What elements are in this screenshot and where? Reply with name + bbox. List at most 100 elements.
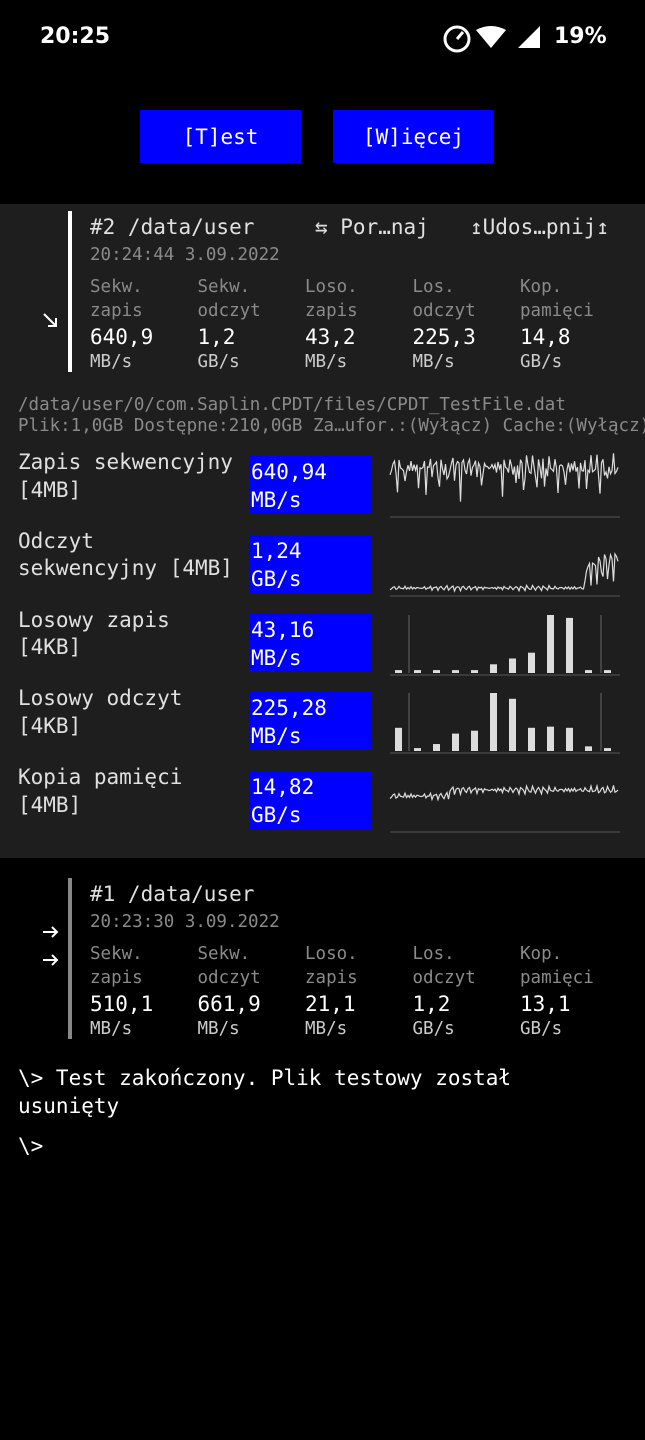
metric-value: 1,2 <box>197 325 236 349</box>
metric-value: 661,9 <box>197 992 261 1016</box>
graph-line <box>389 783 619 802</box>
graph-bar <box>414 748 421 752</box>
metric-unit: MB/s <box>305 352 348 372</box>
test-button[interactable]: [T]est <box>140 110 301 163</box>
metric-value: 21,1 <box>305 992 356 1016</box>
graph-bar <box>433 744 440 752</box>
test-unit: MB/s <box>251 724 302 749</box>
clock: 20:25 <box>40 24 111 49</box>
card-bar <box>68 211 72 372</box>
test-value: 43,16 <box>251 617 315 642</box>
test-graph <box>390 614 620 676</box>
metric-unit: MB/s <box>412 352 455 372</box>
file-path: /data/user/0/com.Saplin.CPDT/files/CPDT_… <box>18 395 566 415</box>
test-graph <box>390 693 620 754</box>
graph-bar <box>509 699 516 752</box>
test-unit: MB/s <box>251 488 302 512</box>
test-name: Zapis sekwencyjny [4MB] <box>18 450 233 502</box>
metric-value: 225,3 <box>412 325 476 349</box>
console-line: \> Test zakończony. Plik testowy został … <box>18 1066 512 1118</box>
test-value: 14,82 <box>251 775 315 800</box>
graph-bar <box>528 652 535 673</box>
test-value: 1,24 <box>251 538 302 563</box>
test-result: 43,16 MB/s <box>250 613 372 672</box>
metric-label: Loso. zapis <box>305 277 358 321</box>
metric-label: Sekw. zapis <box>90 944 143 988</box>
test-unit: GB/s <box>251 566 302 591</box>
metric-unit: MB/s <box>305 1019 348 1039</box>
graph-bar <box>490 663 497 673</box>
file-info: Plik:1,0GB Dostępne:210,0GB Za…ufor.:(Wy… <box>18 416 645 436</box>
graph-bar <box>585 746 592 752</box>
test-value: 225,28 <box>251 696 327 721</box>
graph-bar <box>433 669 440 673</box>
graph-bar <box>566 617 573 673</box>
test-name: Losowy zapis [4KB] <box>18 607 170 660</box>
arrow-icons <box>43 926 59 966</box>
result-date: 20:24:44 3.09.2022 <box>90 245 280 265</box>
graph-bar <box>604 669 611 673</box>
more-button[interactable]: [W]ięcej <box>333 110 494 163</box>
metric-unit: GB/s <box>412 1019 455 1039</box>
graph-bar <box>452 669 459 673</box>
metric-unit: GB/s <box>197 352 240 372</box>
graph-bar <box>471 669 478 673</box>
test-name: Odczyt sekwencyjny [4MB] <box>18 528 233 581</box>
metric-label: Sekw. zapis <box>90 277 143 321</box>
graph-bar <box>585 669 592 673</box>
graph-bar <box>490 693 497 752</box>
test-graph <box>389 453 620 518</box>
test-result: 1,24 GB/s <box>250 534 372 593</box>
share-link[interactable]: ↥Udos…pnij↥ <box>470 215 610 239</box>
status-icons <box>443 25 540 53</box>
graph-bar <box>566 728 573 752</box>
console-prompt: \> <box>18 1134 44 1158</box>
battery: 19% <box>554 24 607 49</box>
metric-label: Kop. pamięci <box>520 277 594 321</box>
test-graph <box>389 783 620 833</box>
test-value: 640,94 <box>251 460 327 484</box>
metric-label: Los. odczyt <box>412 944 476 988</box>
metric-unit: MB/s <box>90 1019 133 1039</box>
metric-unit: MB/s <box>197 1019 240 1039</box>
result-title: #1 /data/user <box>90 882 255 906</box>
graph-bar <box>414 669 421 673</box>
metric-value: 43,2 <box>305 325 356 349</box>
graph-line <box>389 453 619 502</box>
card-bar <box>68 878 72 1039</box>
test-name: Losowy odczyt [4KB] <box>18 686 183 738</box>
metric-value: 1,2 <box>412 992 451 1016</box>
graph-bar <box>528 728 535 752</box>
metric-label: Loso. zapis <box>305 944 358 988</box>
metric-value: 14,8 <box>520 325 571 349</box>
test-graph <box>389 551 620 597</box>
arrow-icon <box>43 313 57 327</box>
graph-bar <box>395 728 402 752</box>
result-title: #2 /data/user <box>90 215 255 239</box>
graph-line <box>389 551 619 593</box>
result-date: 20:23:30 3.09.2022 <box>90 912 280 932</box>
test-result: 640,94 MB/s <box>250 456 372 514</box>
metric-label: Los. odczyt <box>412 277 476 321</box>
compare-link[interactable]: ⇆ Por…naj <box>315 215 429 239</box>
test-result: 225,28 MB/s <box>250 692 372 751</box>
test-unit: MB/s <box>251 645 302 670</box>
test-result: 14,82 GB/s <box>250 771 372 830</box>
metric-value: 640,9 <box>90 325 154 349</box>
graph-bar <box>395 669 402 673</box>
graph-bar <box>604 748 611 752</box>
graph-bar <box>471 731 478 752</box>
graph-bar <box>509 658 516 673</box>
graph-bar <box>547 614 554 673</box>
metric-value: 13,1 <box>520 992 571 1016</box>
metric-unit: GB/s <box>520 1019 563 1039</box>
graph-bar <box>452 733 459 752</box>
metric-unit: GB/s <box>520 352 563 372</box>
test-name: Kopia pamięci [4MB] <box>18 765 183 817</box>
test-unit: GB/s <box>251 803 302 828</box>
graph-bar <box>547 727 554 752</box>
metric-label: Kop. pamięci <box>520 944 594 988</box>
metric-unit: MB/s <box>90 352 133 372</box>
metric-label: Sekw. odczyt <box>197 277 261 321</box>
